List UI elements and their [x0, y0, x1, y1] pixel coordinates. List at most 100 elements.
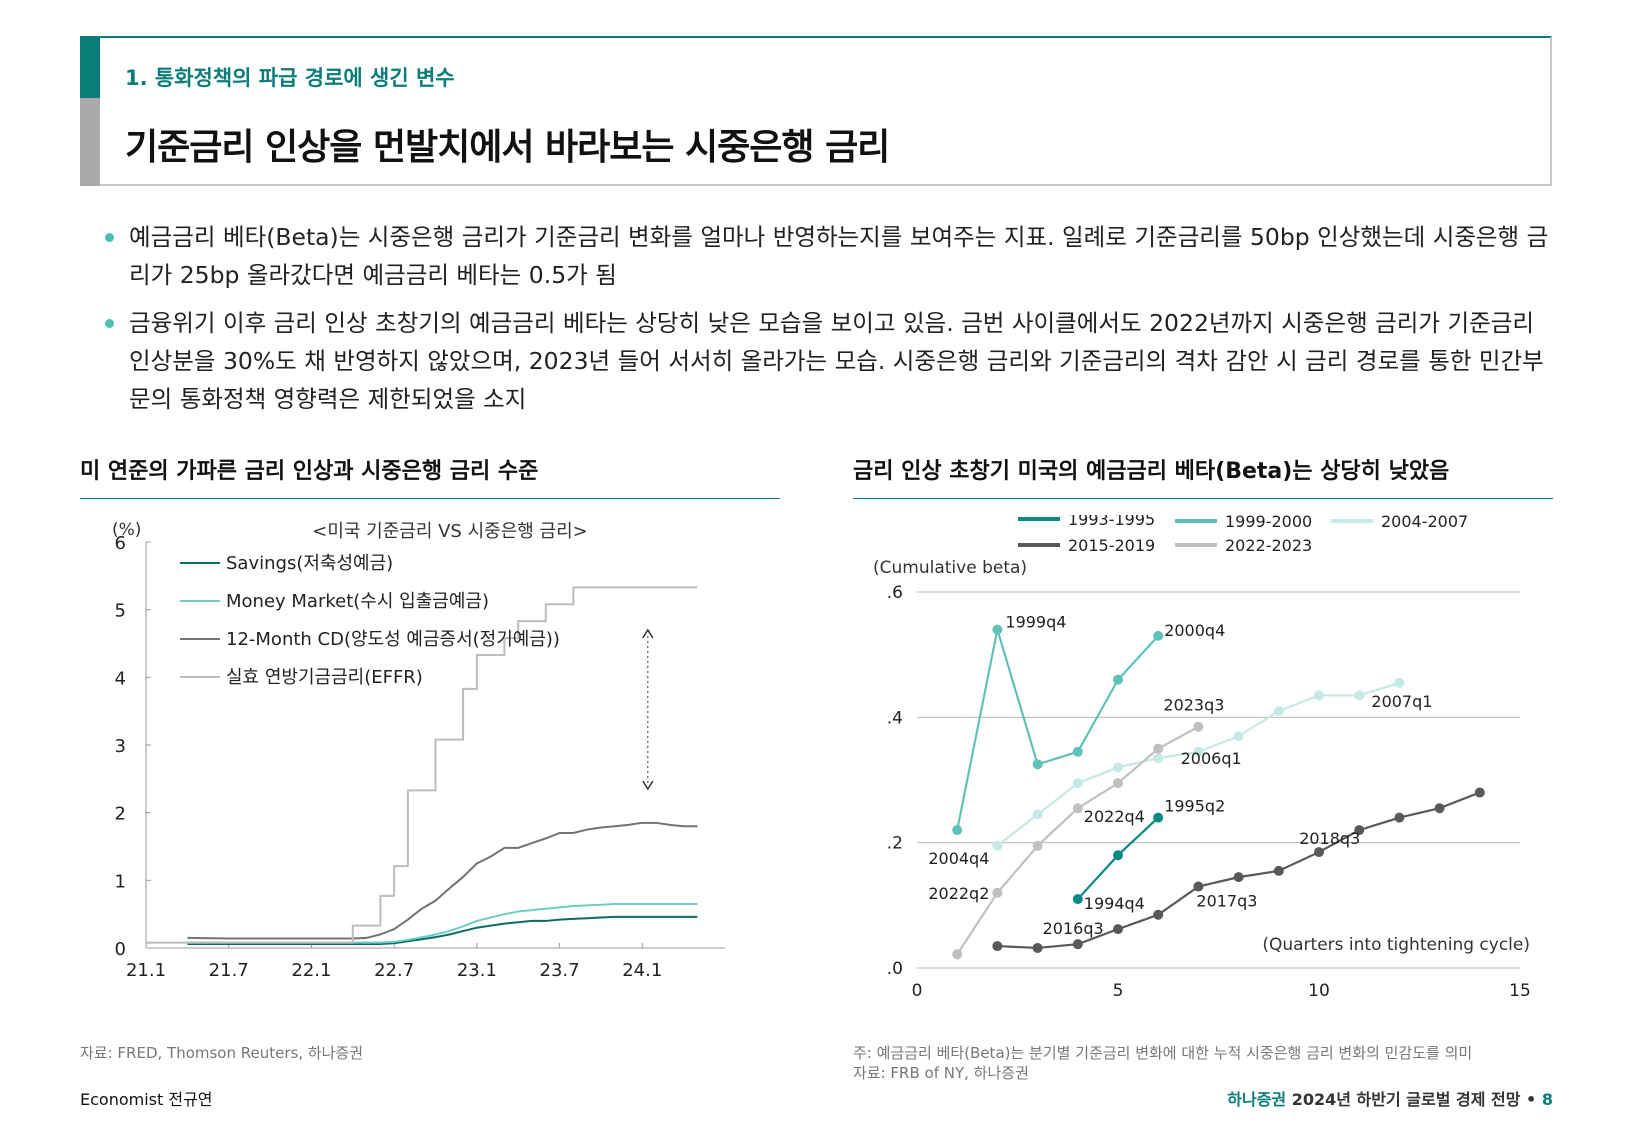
y-axis-label: (Cumulative beta) [873, 558, 1027, 578]
data-point [1193, 881, 1204, 892]
point-annotation: 2017q3 [1196, 892, 1257, 911]
data-point [1314, 690, 1324, 701]
legend-label-4: 2022-2023 [1225, 536, 1312, 555]
author: Economist 전규연 [80, 1090, 213, 1109]
data-point [992, 624, 1003, 635]
bullet-item: 예금금리 베타(Beta)는 시중은행 금리가 기준금리 변화를 얼마나 반영하… [105, 218, 1555, 294]
x-tick-label: 22.7 [374, 960, 414, 981]
x-tick-label: 21.7 [209, 960, 249, 981]
data-point [1113, 762, 1123, 773]
legend-label-1: 1999-2000 [1225, 515, 1312, 531]
right-note: 주: 예금금리 베타(Beta)는 분기별 기준금리 변화에 대한 누적 시중은… [853, 1044, 1473, 1062]
bullet-text: 금융위기 이후 금리 인상 초창기의 예금금리 베타는 상당히 낮은 모습을 보… [129, 309, 1544, 413]
data-point [1314, 847, 1324, 858]
y-tick-label: 3 [115, 736, 126, 757]
legend-label-3: 실효 연방기금금리(EFFR) [226, 667, 423, 688]
data-point [1354, 825, 1365, 836]
x-tick-label: 0 [912, 981, 923, 1001]
bullet-dot [105, 319, 114, 328]
data-point [1113, 778, 1123, 789]
left-line-chart: 0 1 2 3 4 5 6 21.1 21.7 22.1 22.7 23.1 23.7 24.1 (%) <미… [112, 520, 725, 981]
header-box [80, 36, 1552, 186]
data-point [1032, 840, 1043, 851]
data-point [1394, 677, 1405, 688]
y-axis-unit: (%) [112, 520, 141, 540]
data-point [1434, 803, 1445, 814]
data-point [1233, 872, 1244, 883]
y-tick-label: 0 [115, 939, 126, 960]
x-tick-label: 5 [1113, 981, 1124, 1001]
data-point [1474, 787, 1485, 798]
point-annotation: 2022q4 [1084, 807, 1145, 826]
right-chart-heading: 금리 인상 초창기 미국의 예금금리 베타(Beta)는 상당히 낮았음 [853, 459, 1450, 484]
data-point [1072, 894, 1083, 905]
x-tick-label: 15 [1509, 981, 1531, 1001]
x-tick-label: 23.7 [540, 960, 580, 981]
data-point [1113, 924, 1123, 935]
right-line-chart: .0 .2 .4 .6 0 5 10 15 (Cumulative beta) (Quarters… [873, 515, 1531, 1001]
header-accent-bar [80, 36, 100, 98]
data-point [1153, 753, 1164, 764]
right-source: 자료: FRB of NY, 하나증권 [853, 1064, 1029, 1082]
chart-title: <미국 기준금리 VS 시중은행 금리> [312, 521, 588, 542]
legend-label-1: Money Market(수시 입출금예금) [226, 591, 489, 612]
data-point [1153, 630, 1164, 641]
y-tick-label: 1 [115, 871, 126, 892]
y-tick-label: .2 [887, 834, 903, 854]
data-point [952, 949, 963, 960]
point-annotation: 2016q3 [1043, 919, 1104, 938]
y-tick-label: .0 [887, 959, 903, 979]
bullet-item: 금융위기 이후 금리 인상 초창기의 예금금리 베타는 상당히 낮은 모습을 보… [105, 304, 1555, 418]
data-point [1072, 746, 1083, 757]
x-tick-label: 10 [1308, 981, 1330, 1001]
page-title: 기준금리 인상을 먼발치에서 바라보는 시중은행 금리 [125, 127, 890, 168]
gap-arrow-head-down [642, 780, 654, 791]
data-point [992, 840, 1003, 851]
x-tick-label: 21.1 [126, 960, 166, 981]
data-point [1193, 721, 1204, 732]
point-annotation: 2018q3 [1299, 829, 1360, 848]
data-point [1032, 942, 1043, 953]
data-point [1113, 674, 1123, 685]
data-point [952, 825, 963, 836]
series-line-2 [187, 821, 698, 940]
left-heading-rule [80, 498, 780, 499]
point-annotation: 2004q4 [928, 849, 989, 868]
gap-arrow-head-up [642, 628, 654, 639]
bullet-dot [105, 233, 114, 242]
data-point [1113, 850, 1123, 861]
bullet-list: 예금금리 베타(Beta)는 시중은행 금리가 기준금리 변화를 얼마나 반영하… [105, 218, 1555, 428]
legend-label-0: Savings(저축성예금) [226, 553, 393, 574]
data-point [992, 941, 1003, 952]
point-annotation: 2022q2 [928, 884, 989, 903]
legend-label-3: 2015-2019 [1068, 536, 1155, 555]
point-annotation: 2000q4 [1164, 621, 1225, 640]
y-tick-label: 4 [115, 668, 126, 689]
legend-label-0: 1993-1995 [1068, 515, 1155, 529]
x-tick-label: 24.1 [622, 960, 662, 981]
legend-label-2: 12-Month CD(양도성 예금증서(정기예금)) [226, 629, 560, 650]
data-point [1032, 809, 1043, 820]
series-line-0 [187, 915, 698, 945]
data-point [1193, 746, 1204, 757]
left-chart-heading: 미 연준의 가파른 금리 인상과 시중은행 금리 수준 [80, 459, 539, 484]
data-point [1354, 690, 1365, 701]
data-point [1153, 743, 1164, 754]
x-tick-label: 22.1 [291, 960, 331, 981]
data-point [1273, 865, 1284, 876]
point-annotation: 2006q1 [1181, 749, 1242, 768]
data-point [1233, 731, 1244, 742]
point-annotation: 1994q4 [1084, 894, 1145, 913]
data-point [1273, 706, 1284, 717]
point-annotation: 2007q1 [1371, 692, 1432, 711]
y-tick-label: 2 [115, 804, 126, 825]
data-point [992, 887, 1003, 898]
footer-brand: 하나증권 [1227, 1090, 1287, 1109]
left-source: 자료: FRED, Thomson Reuters, 하나증권 [80, 1044, 364, 1062]
footer-separator: • [1526, 1090, 1537, 1109]
data-point [1153, 812, 1164, 823]
data-point [1153, 909, 1164, 920]
point-annotation: 2023q3 [1163, 696, 1224, 715]
x-tick-label: 23.1 [457, 960, 497, 981]
data-point [1072, 939, 1083, 950]
